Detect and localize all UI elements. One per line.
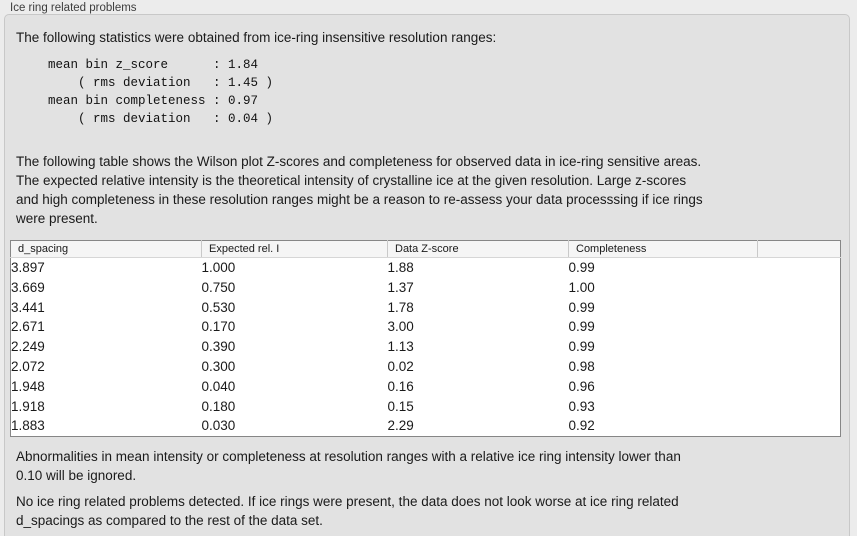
table-description: The following table shows the Wilson plo… bbox=[16, 154, 703, 226]
cell-completeness: 0.99 bbox=[568, 299, 595, 315]
cell-d-spacing: 2.072 bbox=[11, 358, 45, 374]
cell-empty bbox=[758, 397, 841, 417]
cell-expected-rel-i: 0.300 bbox=[201, 358, 236, 374]
cell-expected-rel-i: 1.000 bbox=[201, 260, 236, 275]
column-header-d-spacing[interactable]: d_spacing bbox=[10, 240, 202, 258]
table-row[interactable]: 1.948 0.040 0.16 0.96 bbox=[11, 377, 841, 397]
conclusion-text: No ice ring related problems detected. I… bbox=[16, 494, 679, 528]
table-row[interactable]: 2.671 0.170 3.00 0.99 bbox=[11, 317, 841, 337]
cell-d-spacing: 3.897 bbox=[11, 260, 45, 275]
cell-expected-rel-i: 0.040 bbox=[201, 378, 236, 394]
column-header-expected-rel-i[interactable]: Expected rel. I bbox=[201, 240, 388, 258]
cell-d-spacing: 3.669 bbox=[11, 279, 45, 295]
cell-completeness: 0.92 bbox=[568, 418, 595, 434]
cell-d-spacing: 1.948 bbox=[11, 378, 45, 394]
ice-ring-table-container: d_spacing Expected rel. I Data Z-score C… bbox=[10, 240, 841, 438]
table-row[interactable]: 1.918 0.180 0.15 0.93 bbox=[11, 397, 841, 417]
table-header-row: d_spacing Expected rel. I Data Z-score C… bbox=[10, 240, 841, 258]
cell-empty bbox=[758, 416, 841, 436]
column-header-empty bbox=[757, 240, 841, 258]
table-row[interactable]: 1.883 0.030 2.29 0.92 bbox=[11, 416, 841, 436]
cell-completeness: 0.99 bbox=[568, 319, 595, 335]
cell-expected-rel-i: 0.750 bbox=[201, 279, 236, 295]
cell-d-spacing: 3.441 bbox=[11, 299, 45, 315]
cell-completeness: 0.99 bbox=[568, 260, 595, 275]
cell-expected-rel-i: 0.530 bbox=[201, 299, 236, 315]
cell-data-z-score: 0.15 bbox=[387, 398, 414, 414]
cell-d-spacing: 2.249 bbox=[11, 339, 45, 355]
cell-data-z-score: 2.29 bbox=[387, 418, 414, 434]
cell-expected-rel-i: 0.180 bbox=[201, 398, 236, 414]
cell-completeness: 0.93 bbox=[568, 398, 595, 414]
cell-empty bbox=[758, 278, 841, 298]
table-row[interactable]: 3.897 1.000 1.88 0.99 bbox=[11, 258, 841, 278]
cell-data-z-score: 1.13 bbox=[387, 339, 414, 355]
table-row[interactable]: 2.249 0.390 1.13 0.99 bbox=[11, 337, 841, 357]
cell-expected-rel-i: 0.390 bbox=[201, 339, 236, 355]
stats-block: mean bin z_score : 1.84 ( rms deviation … bbox=[48, 58, 274, 126]
cell-d-spacing: 2.671 bbox=[11, 319, 45, 335]
cell-data-z-score: 1.37 bbox=[387, 279, 414, 295]
table-row[interactable]: 3.669 0.750 1.37 1.00 bbox=[11, 278, 841, 298]
panel-title: Ice ring related problems bbox=[10, 2, 137, 14]
column-header-completeness[interactable]: Completeness bbox=[568, 240, 758, 258]
cell-completeness: 1.00 bbox=[568, 279, 595, 295]
cell-d-spacing: 1.883 bbox=[11, 418, 45, 434]
table-row[interactable]: 3.441 0.530 1.78 0.99 bbox=[11, 298, 841, 318]
cell-data-z-score: 0.16 bbox=[387, 378, 414, 394]
cell-completeness: 0.96 bbox=[568, 378, 595, 394]
table-row[interactable]: 2.072 0.300 0.02 0.98 bbox=[11, 357, 841, 377]
column-header-data-z-score[interactable]: Data Z-score bbox=[387, 240, 569, 258]
cell-expected-rel-i: 0.170 bbox=[201, 319, 236, 335]
cell-expected-rel-i: 0.030 bbox=[201, 418, 236, 434]
cell-empty bbox=[758, 298, 841, 318]
cell-data-z-score: 3.00 bbox=[387, 319, 414, 335]
cell-empty bbox=[758, 337, 841, 357]
ignore-note: Abnormalities in mean intensity or compl… bbox=[16, 449, 681, 483]
cell-d-spacing: 1.918 bbox=[11, 398, 45, 414]
cell-empty bbox=[758, 258, 841, 278]
cell-completeness: 0.98 bbox=[568, 358, 595, 374]
intro-text: The following statistics were obtained f… bbox=[16, 30, 497, 45]
cell-empty bbox=[758, 317, 841, 337]
table-body: 3.897 1.000 1.88 0.99 3.669 0.750 1.37 1.00 3.44… bbox=[11, 258, 841, 437]
cell-empty bbox=[758, 377, 841, 397]
cell-completeness: 0.99 bbox=[568, 339, 595, 355]
ice-ring-table[interactable]: d_spacing Expected rel. I Data Z-score C… bbox=[10, 240, 841, 438]
cell-data-z-score: 1.88 bbox=[387, 260, 414, 275]
cell-data-z-score: 0.02 bbox=[387, 358, 414, 374]
cell-data-z-score: 1.78 bbox=[387, 299, 414, 315]
ice-ring-groupbox: The following statistics were obtained f… bbox=[4, 14, 850, 536]
cell-empty bbox=[758, 357, 841, 377]
